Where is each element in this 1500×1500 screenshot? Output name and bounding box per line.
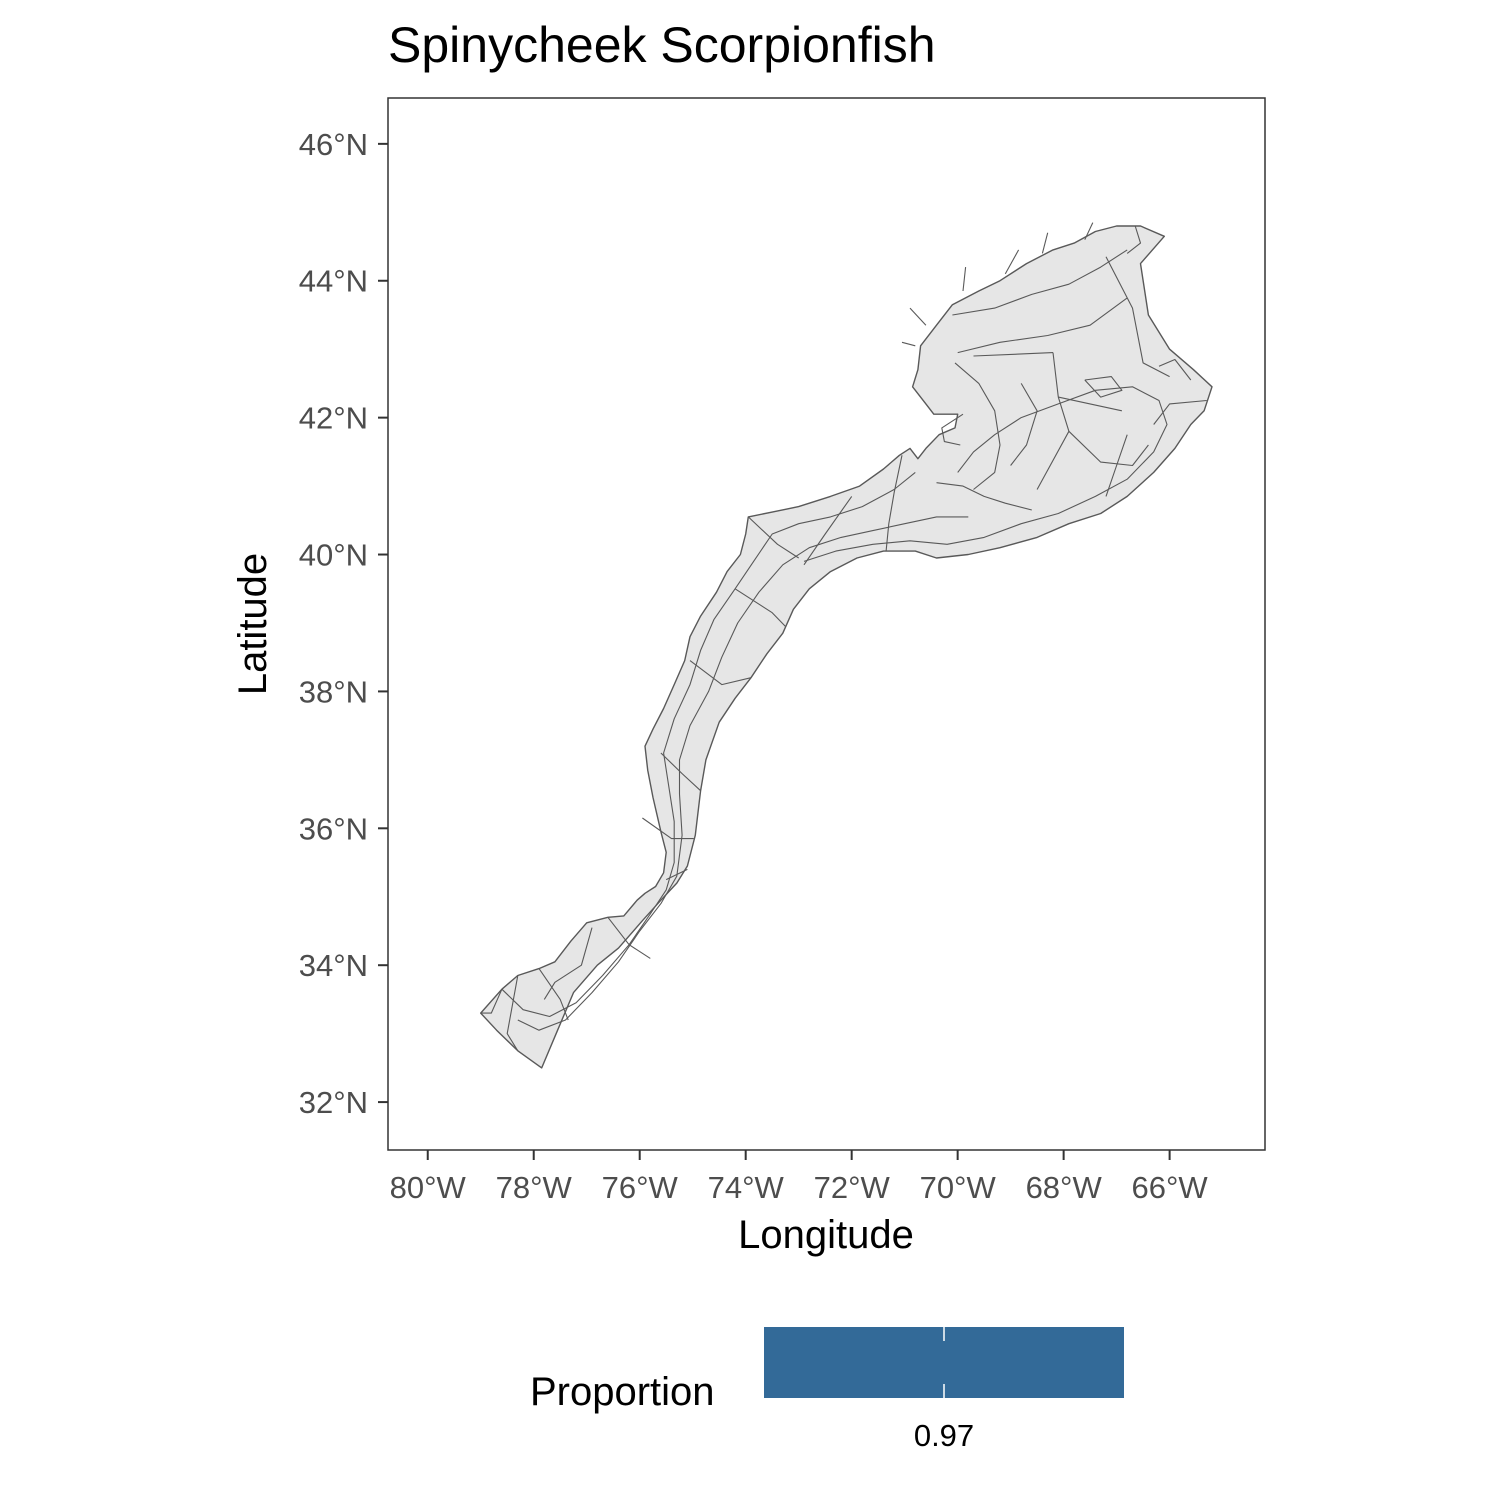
stratum-boundary [480, 988, 503, 1014]
legend-title: Proportion [530, 1370, 715, 1414]
stratum-boundary [1105, 256, 1170, 378]
y-tick-label: 36°N [299, 811, 368, 846]
stratum-boundary [957, 297, 1128, 354]
y-tick-label: 46°N [299, 127, 368, 162]
legend-value-label: 0.97 [914, 1418, 974, 1453]
stratum-boundary [607, 916, 651, 959]
stratum-boundary [660, 752, 701, 792]
stratum-boundary [517, 516, 969, 1031]
stratum-boundary [909, 307, 927, 326]
stratum-boundary [936, 482, 1032, 511]
x-axis-ticks: 80°W 78°W 76°W 74°W 72°W 70°W 68°W 66°W [390, 1150, 1209, 1205]
y-tick-label: 34°N [299, 948, 368, 983]
survey-strata-map [480, 222, 1213, 1069]
stratum-boundary [1041, 232, 1049, 254]
y-axis-ticks: 46°N 44°N 42°N 40°N 38°N 36°N 34°N 32°N [299, 127, 388, 1120]
stratum-boundary [803, 496, 853, 566]
y-tick-label: 44°N [299, 264, 368, 299]
stratum-boundary [689, 660, 752, 686]
stratum-boundary [1084, 222, 1094, 240]
legend: Proportion 0.97 [530, 1327, 1124, 1453]
y-axis-title: Latitude [231, 553, 275, 695]
stratum-boundary [962, 267, 967, 292]
y-tick-label: 38°N [299, 674, 368, 709]
stratum-boundary [901, 341, 916, 347]
stratum-boundary [1058, 396, 1123, 412]
x-tick-label: 72°W [814, 1170, 891, 1205]
x-tick-label: 68°W [1026, 1170, 1103, 1205]
stratum-boundary [1158, 358, 1192, 381]
stratum-boundary [954, 362, 1001, 490]
stratum-boundary [747, 516, 799, 559]
y-tick-label: 32°N [299, 1085, 368, 1120]
x-tick-label: 66°W [1132, 1170, 1209, 1205]
x-axis-title: Longitude [738, 1213, 914, 1257]
stratum-boundary [665, 868, 688, 881]
stratum-boundary [1004, 249, 1020, 275]
stratum-boundary [941, 413, 964, 446]
stratum-boundary [1084, 376, 1123, 398]
stratum-boundary [1036, 431, 1070, 490]
plot-title: Spinycheek Scorpionfish [388, 17, 936, 73]
y-tick-label: 42°N [299, 401, 368, 436]
stratum-boundary [543, 927, 593, 1000]
x-tick-label: 74°W [708, 1170, 785, 1205]
stratum-boundary [1126, 225, 1142, 254]
stratum-boundary [538, 968, 569, 1021]
x-tick-label: 78°W [496, 1170, 573, 1205]
x-tick-label: 70°W [920, 1170, 997, 1205]
stratum-boundary [1105, 434, 1128, 497]
stratum-boundary [885, 455, 903, 552]
stratum-boundary [642, 817, 694, 840]
stratum-boundary [1068, 430, 1149, 467]
stratum-boundary [952, 249, 1128, 316]
stratum-boundary [506, 975, 519, 1052]
stratum-boundary [1153, 399, 1207, 425]
x-tick-label: 80°W [390, 1170, 467, 1205]
stratum-boundary [973, 352, 1054, 357]
y-tick-label: 40°N [299, 538, 368, 573]
stratum-boundary [734, 588, 786, 627]
x-tick-label: 76°W [602, 1170, 679, 1205]
stratum-boundary [501, 471, 916, 1018]
stratum-boundary [1010, 383, 1038, 466]
stratum-boundary [803, 386, 1168, 562]
